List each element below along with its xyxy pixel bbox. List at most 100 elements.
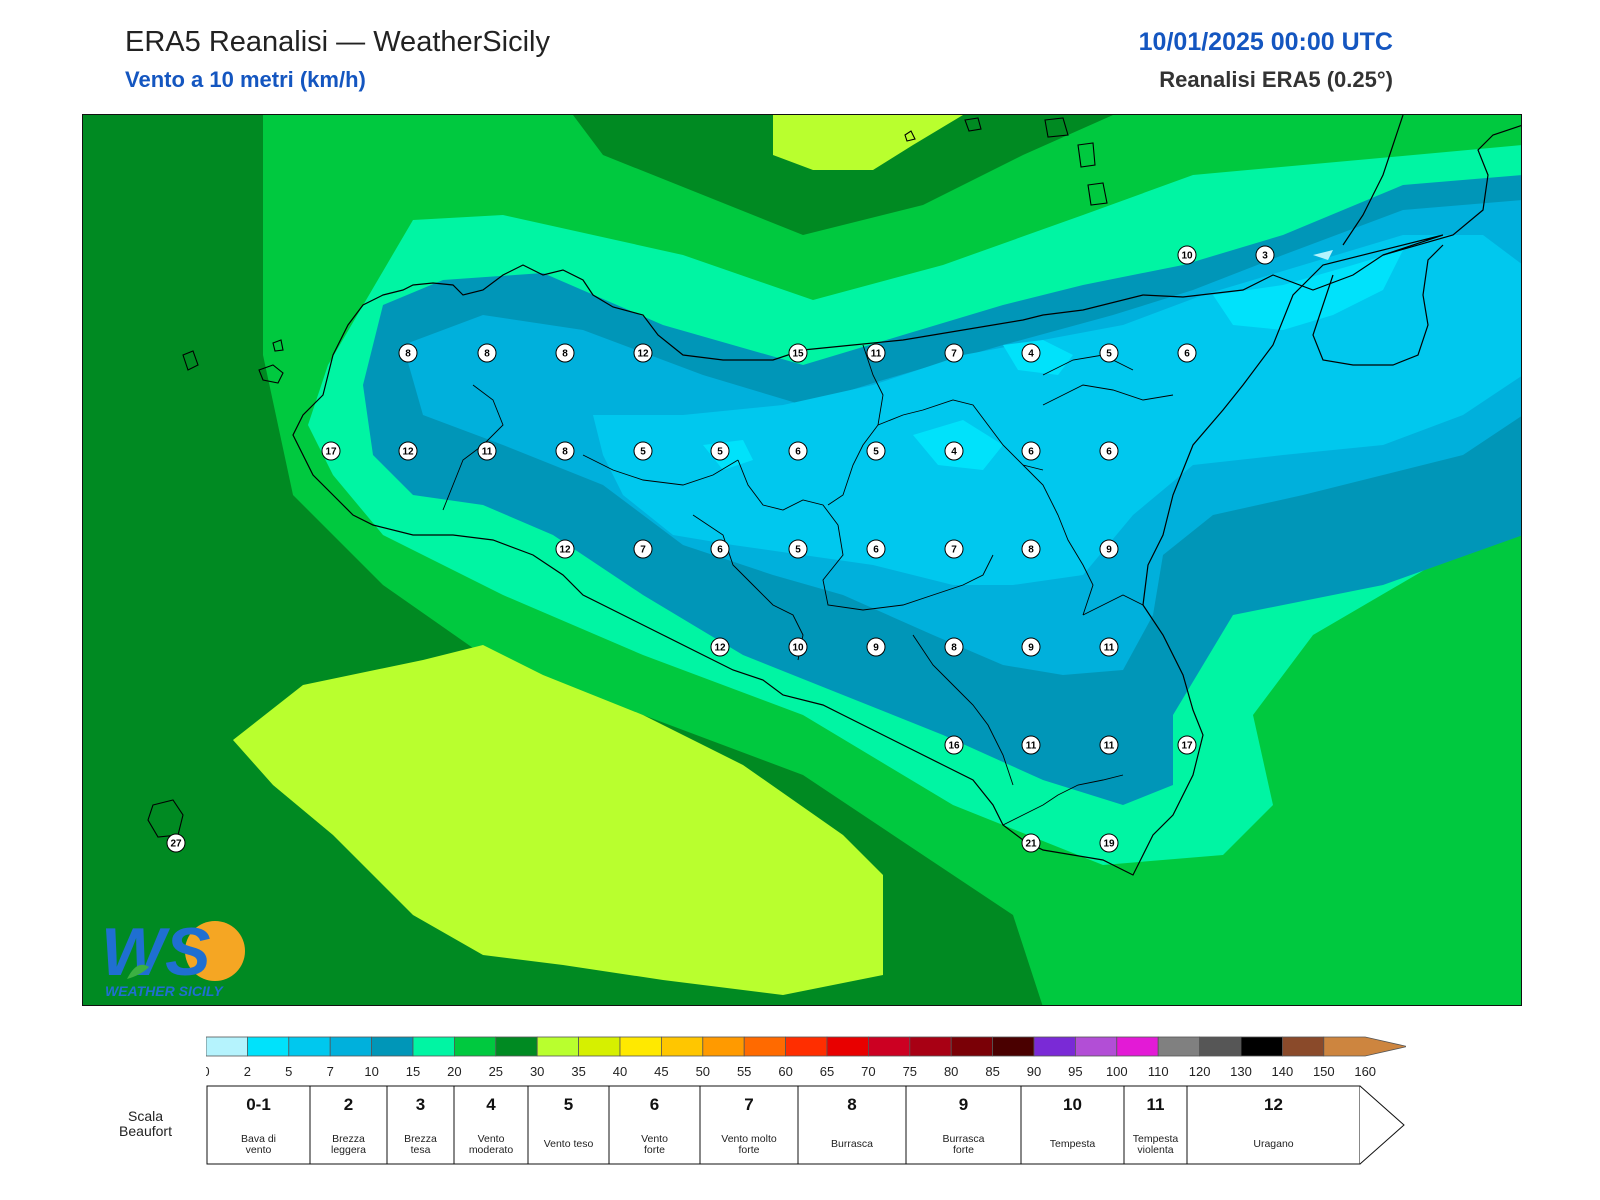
- colorbar-tick-label: 25: [489, 1064, 503, 1079]
- svg-text:8: 8: [1028, 545, 1034, 556]
- map-datetime: 10/01/2025 00:00 UTC: [1138, 28, 1393, 56]
- svg-text:10: 10: [792, 643, 804, 654]
- wind-label: 7: [944, 343, 964, 363]
- wind-label: 16: [944, 735, 964, 755]
- svg-text:15: 15: [792, 349, 804, 360]
- svg-text:12: 12: [714, 643, 726, 654]
- colorbar-bin: [785, 1036, 828, 1057]
- colorbar-bin: [412, 1036, 455, 1057]
- weathersicily-logo: WS WEATHER SICILY: [101, 914, 245, 999]
- beaufort-scale-label: Scala Beaufort: [119, 1108, 172, 1139]
- colorbar-bin: [660, 1036, 704, 1057]
- wind-label: 19: [1099, 833, 1119, 853]
- colorbar-bin: [288, 1036, 331, 1057]
- beaufort-description: Brezza: [404, 1133, 437, 1145]
- wind-label: 4: [1021, 343, 1041, 363]
- wind-label: 8: [398, 343, 418, 363]
- wind-label: 11: [1021, 735, 1041, 755]
- svg-text:11: 11: [482, 447, 493, 458]
- wind-label: 8: [1021, 539, 1041, 559]
- wind-label: 12: [555, 539, 575, 559]
- beaufort-cell: 12 Uragano: [1186, 1085, 1361, 1165]
- wind-label: 6: [788, 441, 808, 461]
- beaufort-arrow: [1359, 1085, 1405, 1165]
- wind-label: 8: [477, 343, 497, 363]
- logo-letters: WS: [101, 914, 211, 990]
- colorbar-bin: [206, 1036, 248, 1057]
- beaufort-cell: 10 Tempesta: [1020, 1085, 1125, 1165]
- wind-label: 11: [1099, 735, 1119, 755]
- colorbar-tick-label: 55: [737, 1064, 751, 1079]
- svg-text:9: 9: [1106, 545, 1112, 556]
- svg-text:8: 8: [562, 349, 568, 360]
- colorbar-bin: [329, 1036, 372, 1057]
- svg-text:8: 8: [484, 349, 490, 360]
- colorbar-bin: [247, 1036, 290, 1057]
- colorbar-tick-label: 45: [654, 1064, 668, 1079]
- wind-label: 9: [1099, 539, 1119, 559]
- beaufort-description: Tempesta: [1050, 1138, 1096, 1150]
- beaufort-description: forte: [953, 1144, 974, 1156]
- colorbar-tick-label: 65: [820, 1064, 834, 1079]
- svg-text:11: 11: [871, 349, 882, 360]
- beaufort-description: Bava di: [241, 1133, 276, 1145]
- wind-label: 4: [944, 441, 964, 461]
- wind-label: 3: [1255, 245, 1275, 265]
- colorbar-tick-label: 35: [571, 1064, 585, 1079]
- colorbar-tick-label: 0: [206, 1064, 210, 1079]
- colorbar-bin: [702, 1036, 745, 1057]
- beaufort-description: vento: [246, 1144, 272, 1156]
- beaufort-description: Vento: [641, 1133, 668, 1145]
- colorbar-tick-label: 95: [1068, 1064, 1082, 1079]
- beaufort-number: 7: [744, 1095, 753, 1114]
- wind-label: 10: [788, 637, 808, 657]
- wind-field-svg: 10 3 8 8 8 12 15 11 7 4 5 6 17 12 11 8 5…: [83, 115, 1521, 1005]
- svg-text:8: 8: [951, 643, 957, 654]
- colorbar-bin-arrow: [1323, 1036, 1406, 1057]
- wind-label: 27: [166, 833, 186, 853]
- beaufort-number: 5: [564, 1095, 573, 1114]
- svg-text:12: 12: [559, 545, 571, 556]
- svg-text:17: 17: [1181, 741, 1193, 752]
- colorbar-bin: [1075, 1036, 1118, 1057]
- beaufort-number: 3: [416, 1095, 425, 1114]
- wind-label: 6: [1021, 441, 1041, 461]
- beaufort-number: 12: [1264, 1095, 1283, 1114]
- beaufort-description: moderato: [469, 1144, 514, 1156]
- svg-text:16: 16: [948, 741, 960, 752]
- svg-text:11: 11: [1104, 643, 1115, 654]
- colorbar-bin: [826, 1036, 869, 1057]
- svg-text:6: 6: [1184, 349, 1190, 360]
- wind-label: 5: [866, 441, 886, 461]
- colorbar-tick-label: 2: [244, 1064, 251, 1079]
- colorbar-tick-label: 70: [861, 1064, 875, 1079]
- wind-label: 5: [788, 539, 808, 559]
- map-subtitle: Vento a 10 metri (km/h): [125, 67, 366, 92]
- svg-text:7: 7: [951, 545, 957, 556]
- colorbar-tick-label: 15: [406, 1064, 420, 1079]
- svg-text:10: 10: [1181, 251, 1193, 262]
- svg-text:17: 17: [325, 447, 337, 458]
- svg-text:5: 5: [640, 447, 646, 458]
- colorbar-bin: [1240, 1036, 1283, 1057]
- svg-text:9: 9: [873, 643, 879, 654]
- colorbar-tick-label: 150: [1313, 1064, 1335, 1079]
- wind-label: 6: [1177, 343, 1197, 363]
- beaufort-description: Burrasca: [942, 1133, 984, 1145]
- beaufort-description: tesa: [411, 1144, 431, 1156]
- colorbar-tick-label: 50: [696, 1064, 710, 1079]
- wind-band-30-35-south: [233, 645, 883, 995]
- svg-text:11: 11: [1026, 741, 1037, 752]
- svg-text:5: 5: [873, 447, 879, 458]
- svg-text:12: 12: [402, 447, 414, 458]
- colorbar-bin: [619, 1036, 662, 1057]
- wind-colorbar: 0257101520253035404550556065707580859095…: [206, 1036, 1406, 1079]
- svg-text:6: 6: [873, 545, 879, 556]
- wind-label: 17: [1177, 735, 1197, 755]
